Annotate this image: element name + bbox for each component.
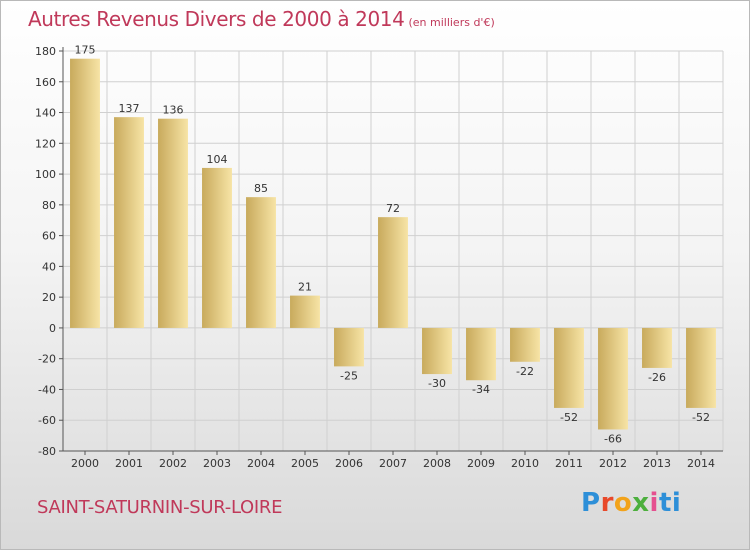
y-tick-label: 60 bbox=[42, 230, 56, 243]
bar-2004 bbox=[246, 197, 276, 328]
data-label-2004: 85 bbox=[254, 182, 268, 195]
y-tick-label: -40 bbox=[38, 383, 56, 396]
data-label-2010: -22 bbox=[516, 365, 534, 378]
x-tick-label-2013: 2013 bbox=[643, 457, 671, 470]
chart-title-main: Autres Revenus Divers de 2000 à 2014 bbox=[28, 7, 405, 31]
y-tick-label: 80 bbox=[42, 199, 56, 212]
chart-title-unit: (en milliers d'€) bbox=[408, 16, 495, 29]
y-tick-label: 160 bbox=[35, 76, 56, 89]
bar-2008 bbox=[422, 327, 452, 375]
x-tick-label-2004: 2004 bbox=[247, 457, 275, 470]
y-tick-label: 20 bbox=[42, 291, 56, 304]
bar-2007 bbox=[378, 217, 408, 328]
data-label-2012: -66 bbox=[604, 432, 622, 445]
data-label-2003: 104 bbox=[207, 153, 228, 166]
y-tick-label: 40 bbox=[42, 260, 56, 273]
x-tick-label-2014: 2014 bbox=[687, 457, 715, 470]
data-label-2014: -52 bbox=[692, 411, 710, 424]
bars bbox=[70, 58, 716, 430]
data-labels: 175 137 136 104 85 21 -25 72 -30 -34 -22 -52 -66 -26 -… bbox=[75, 44, 710, 446]
data-label-2005: 21 bbox=[298, 281, 312, 294]
bar-2010 bbox=[510, 327, 540, 362]
data-label-2006: -25 bbox=[340, 369, 358, 382]
x-tick-label-2005: 2005 bbox=[291, 457, 319, 470]
bar-2003 bbox=[202, 167, 232, 328]
chart-title: Autres Revenus Divers de 2000 à 2014 (en … bbox=[28, 7, 495, 31]
bar-2009 bbox=[466, 327, 496, 381]
bar-2014 bbox=[686, 327, 716, 408]
x-tick-label-2007: 2007 bbox=[379, 457, 407, 470]
y-tick-label: 180 bbox=[35, 45, 56, 58]
data-label-2013: -26 bbox=[648, 371, 666, 384]
bar-2012 bbox=[598, 327, 628, 430]
y-tick-label: 140 bbox=[35, 107, 56, 120]
data-label-2002: 136 bbox=[163, 104, 184, 117]
x-tick-label-2012: 2012 bbox=[599, 457, 627, 470]
y-tick-label: -20 bbox=[38, 353, 56, 366]
bar-2001 bbox=[114, 117, 144, 328]
axes: 180 160 140 120 100 80 60 40 20 0 -20 -40 -60 -80 2000… bbox=[35, 45, 723, 470]
x-tick-label-2008: 2008 bbox=[423, 457, 451, 470]
y-tick-label: 100 bbox=[35, 168, 56, 181]
x-tick-label-2009: 2009 bbox=[467, 457, 495, 470]
data-label-2011: -52 bbox=[560, 411, 578, 424]
bar-2005 bbox=[290, 295, 320, 328]
y-tick-label: 120 bbox=[35, 137, 56, 150]
x-tick-label-2011: 2011 bbox=[555, 457, 583, 470]
x-tick-label-2002: 2002 bbox=[159, 457, 187, 470]
location-name: SAINT-SATURNIN-SUR-LOIRE bbox=[37, 497, 283, 518]
y-tick-label: -60 bbox=[38, 414, 56, 427]
bar-2011 bbox=[554, 327, 584, 408]
bar-2000 bbox=[70, 58, 100, 328]
bar-2013 bbox=[642, 327, 672, 368]
bar-2002 bbox=[158, 118, 188, 328]
y-tick-label: 0 bbox=[49, 322, 56, 335]
data-label-2001: 137 bbox=[119, 102, 140, 115]
proxiti-logo: Proxiti bbox=[581, 488, 682, 518]
data-label-2009: -34 bbox=[472, 383, 490, 396]
x-tick-label-2003: 2003 bbox=[203, 457, 231, 470]
y-tick-label: -80 bbox=[38, 445, 56, 458]
x-tick-label-2001: 2001 bbox=[115, 457, 143, 470]
x-tick-label-2006: 2006 bbox=[335, 457, 363, 470]
x-tick-label-2010: 2010 bbox=[511, 457, 539, 470]
x-tick-label-2000: 2000 bbox=[71, 457, 99, 470]
data-label-2008: -30 bbox=[428, 377, 446, 390]
data-label-2000: 175 bbox=[75, 44, 96, 57]
bar-2006 bbox=[334, 327, 364, 367]
data-label-2007: 72 bbox=[386, 202, 400, 215]
